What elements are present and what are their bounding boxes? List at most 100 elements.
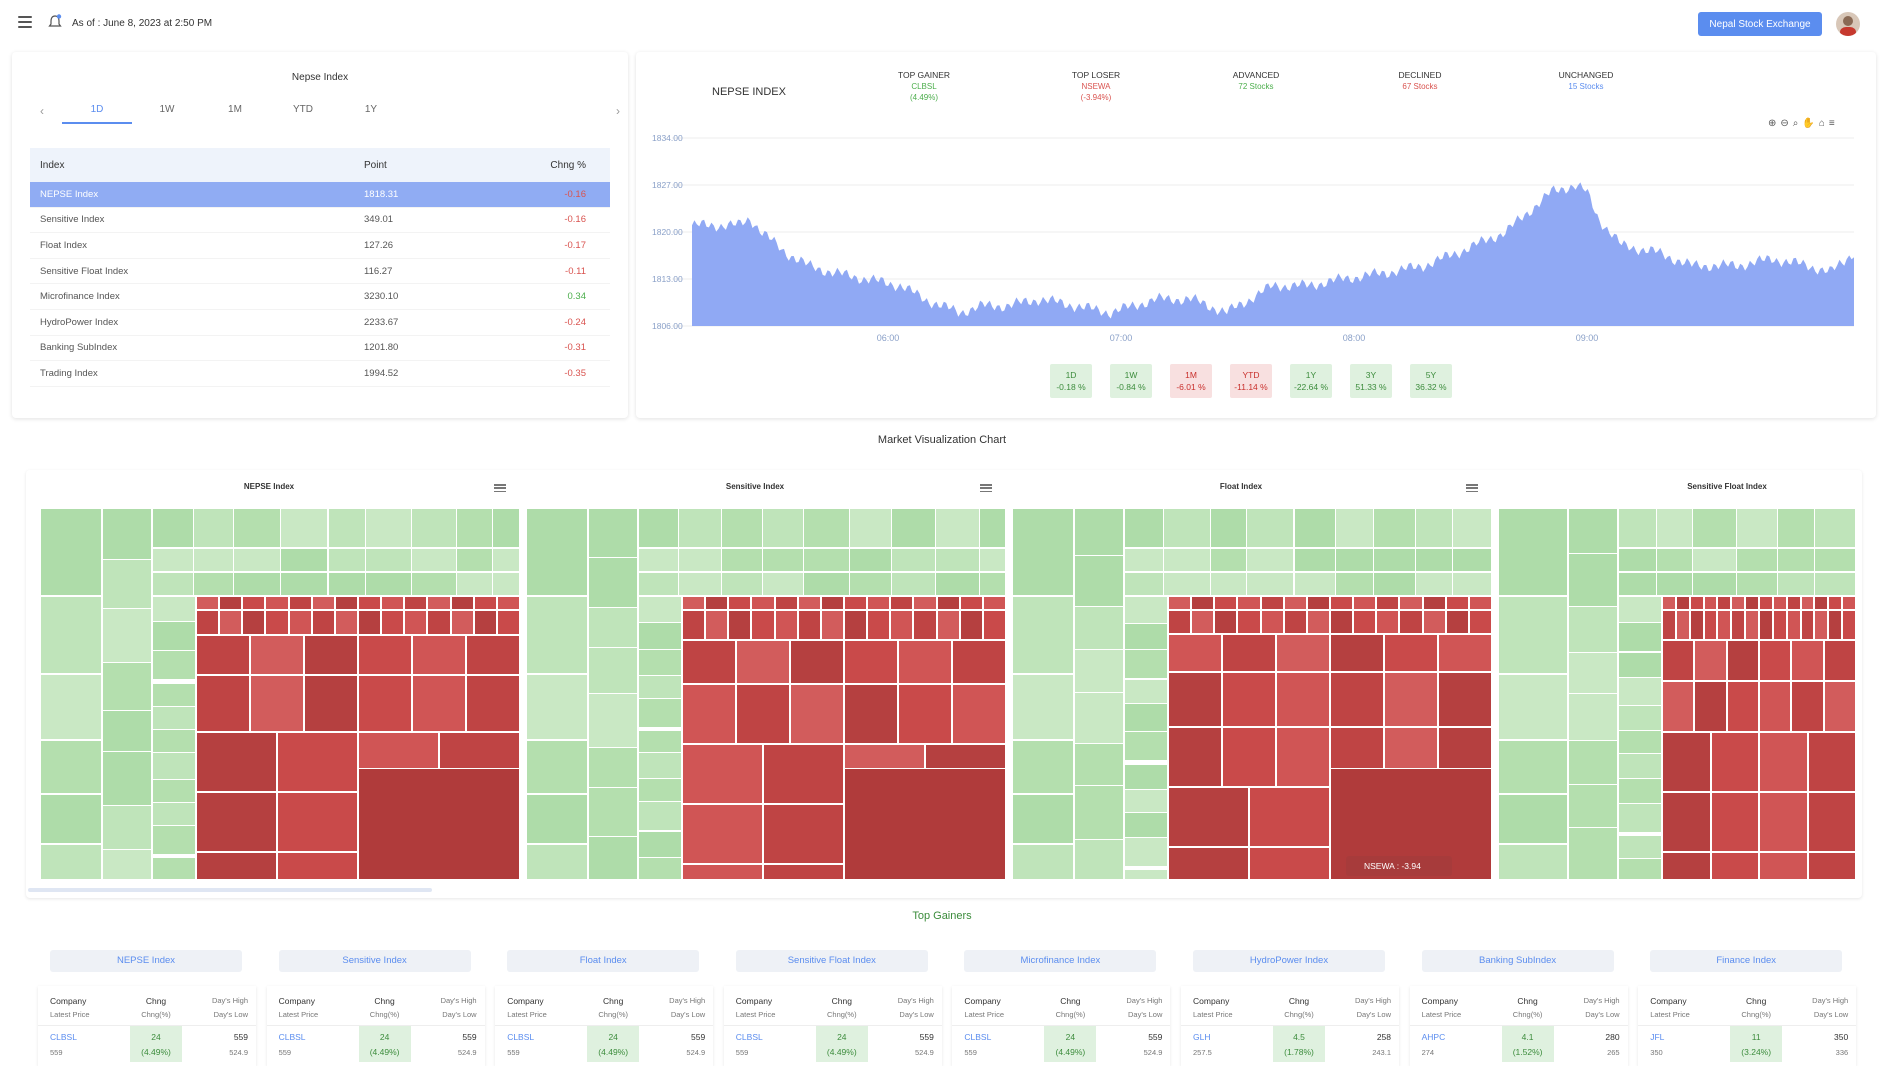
- treemap-cell[interactable]: [1276, 634, 1330, 672]
- treemap-cell[interactable]: [1814, 572, 1856, 596]
- treemap-cell[interactable]: [1662, 610, 1676, 640]
- company-link[interactable]: CLBSL: [735, 1032, 763, 1042]
- company-link[interactable]: AHPC: [1421, 1032, 1446, 1042]
- treemap-cell[interactable]: [959, 596, 983, 610]
- period-button-1y[interactable]: 1Y -22.64 %: [1290, 364, 1332, 398]
- treemap-cell[interactable]: [1353, 596, 1377, 610]
- treemap-cell[interactable]: [1074, 785, 1124, 841]
- period-button-1m[interactable]: 1M -6.01 %: [1170, 364, 1212, 398]
- treemap-cell[interactable]: [152, 508, 200, 548]
- treemap-cell[interactable]: [196, 792, 277, 852]
- treemap-cell[interactable]: [526, 508, 588, 596]
- treemap-cell[interactable]: [365, 508, 413, 548]
- treemap-cell[interactable]: [1800, 610, 1815, 640]
- treemap-cell[interactable]: [1823, 681, 1856, 732]
- treemap-cell[interactable]: [1294, 548, 1342, 572]
- treemap-cell[interactable]: [288, 596, 312, 610]
- treemap-cell[interactable]: [1759, 610, 1773, 640]
- treemap-cell[interactable]: [1662, 852, 1711, 880]
- treemap-cell[interactable]: [1786, 610, 1801, 640]
- treemap-cell[interactable]: [412, 635, 466, 675]
- treemap-cell[interactable]: [1772, 596, 1787, 610]
- treemap-cell[interactable]: [1306, 610, 1330, 634]
- treemap-cell[interactable]: [1168, 672, 1222, 727]
- treemap-cell[interactable]: [1306, 596, 1330, 610]
- company-link[interactable]: JFL: [1650, 1032, 1665, 1042]
- treemap-cell[interactable]: [1445, 610, 1469, 634]
- treemap-cell[interactable]: [1736, 508, 1784, 548]
- treemap-cell[interactable]: [1168, 610, 1192, 634]
- treemap-cell[interactable]: [982, 610, 1006, 640]
- treemap-cell[interactable]: [1498, 596, 1568, 674]
- treemap-cell[interactable]: [1422, 596, 1446, 610]
- treemap-cell[interactable]: [935, 548, 983, 572]
- treemap-cell[interactable]: [1814, 596, 1829, 610]
- treemap-cell[interactable]: [1618, 596, 1662, 626]
- gainer-tab[interactable]: HydroPower Index: [1193, 950, 1385, 972]
- treemap-cell[interactable]: [1800, 596, 1815, 610]
- treemap-cell[interactable]: [736, 684, 790, 744]
- treemap-cell[interactable]: [411, 548, 459, 572]
- treemap-cell[interactable]: [1384, 672, 1438, 727]
- treemap-cell[interactable]: [1163, 572, 1211, 596]
- treemap-cell[interactable]: [526, 596, 588, 674]
- treemap-cell[interactable]: [1191, 596, 1215, 610]
- treemap-cell[interactable]: [1222, 634, 1276, 672]
- treemap-cell[interactable]: [466, 635, 520, 675]
- table-row[interactable]: HydroPower Index 2233.67 -0.24: [30, 310, 610, 336]
- treemap-cell[interactable]: [40, 740, 102, 794]
- treemap-cell[interactable]: [1012, 740, 1074, 794]
- tab-1m[interactable]: 1M: [228, 104, 242, 115]
- treemap-cell[interactable]: [1694, 681, 1727, 732]
- treemap-cell[interactable]: [381, 596, 405, 610]
- treemap-cell[interactable]: [979, 548, 1006, 572]
- table-row[interactable]: CLBSL 559 24 (4.49%) 559 524.9: [38, 1026, 256, 1062]
- treemap-cell[interactable]: [196, 596, 220, 610]
- treemap-cell[interactable]: [450, 596, 474, 610]
- treemap-cell[interactable]: [1246, 508, 1294, 548]
- treemap-cell[interactable]: [1814, 610, 1829, 640]
- treemap-cell[interactable]: [358, 768, 520, 880]
- treemap-cell[interactable]: [496, 610, 520, 635]
- treemap-cell[interactable]: [1330, 596, 1354, 610]
- treemap-cell[interactable]: [1012, 508, 1074, 596]
- table-row[interactable]: CLBSL 559 24 (4.49%) 559 524.9: [724, 1026, 942, 1062]
- treemap-cell[interactable]: [288, 610, 312, 635]
- treemap-cell[interactable]: [959, 610, 983, 640]
- menu-icon[interactable]: [18, 16, 32, 28]
- treemap-cell[interactable]: [682, 684, 736, 744]
- treemap-cell[interactable]: [1283, 610, 1307, 634]
- treemap-cell[interactable]: [588, 557, 638, 613]
- treemap-cell[interactable]: [867, 610, 891, 640]
- treemap-cell[interactable]: [1168, 634, 1222, 672]
- treemap-cell[interactable]: [102, 559, 152, 615]
- treemap-cell[interactable]: [1438, 672, 1492, 727]
- avatar[interactable]: [1836, 12, 1860, 36]
- treemap-cell[interactable]: [890, 596, 914, 610]
- treemap-cell[interactable]: [233, 572, 281, 596]
- table-row[interactable]: Trading Index 1994.52 -0.35: [30, 361, 610, 387]
- treemap-cell[interactable]: [588, 787, 638, 843]
- treemap-cell[interactable]: [427, 596, 451, 610]
- company-link[interactable]: CLBSL: [50, 1032, 77, 1042]
- treemap-cell[interactable]: [1074, 555, 1124, 611]
- treemap-cell[interactable]: [1731, 610, 1746, 640]
- treemap-cell[interactable]: [196, 610, 220, 635]
- treemap-cell[interactable]: [1828, 596, 1843, 610]
- treemap-cell[interactable]: [1689, 610, 1704, 640]
- treemap-cell[interactable]: [774, 610, 798, 640]
- gainer-tab[interactable]: Sensitive Index: [278, 950, 471, 972]
- treemap-cell[interactable]: [1772, 610, 1787, 640]
- treemap-cell[interactable]: [304, 675, 358, 732]
- treemap-cell[interactable]: [682, 640, 736, 684]
- treemap-cell[interactable]: [365, 572, 413, 596]
- treemap-cell[interactable]: [588, 508, 638, 564]
- treemap-cell[interactable]: [728, 610, 752, 640]
- treemap-cell[interactable]: [1237, 596, 1261, 610]
- treemap-cell[interactable]: [1842, 596, 1856, 610]
- treemap-cell[interactable]: [936, 610, 960, 640]
- treemap-cell[interactable]: [1759, 640, 1792, 681]
- company-link[interactable]: GLH: [1193, 1032, 1211, 1042]
- treemap-cell[interactable]: [1373, 572, 1421, 596]
- treemap-cell[interactable]: [898, 640, 952, 684]
